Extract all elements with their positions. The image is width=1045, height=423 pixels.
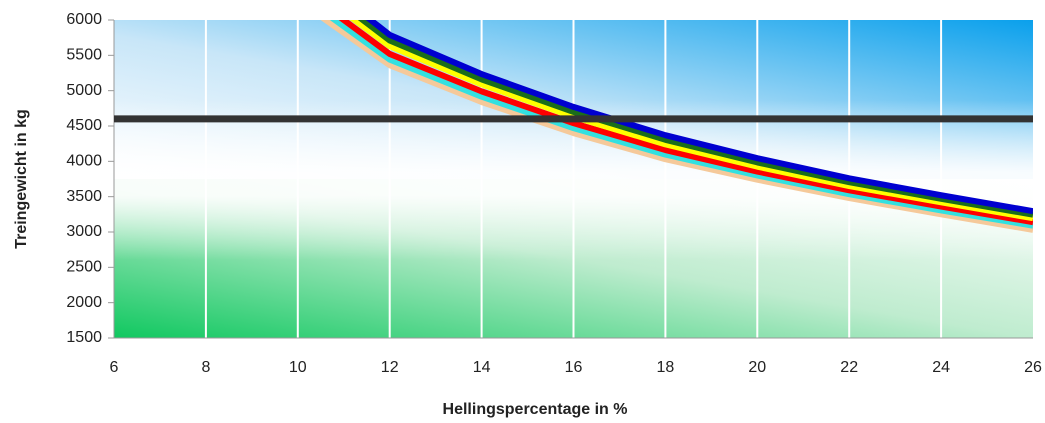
line (357, 20, 1033, 218)
x-tick-label: 6 (110, 359, 119, 376)
y-tick-label: 3000 (66, 223, 102, 240)
y-tick-label: 1500 (66, 329, 102, 346)
x-tick-label: 24 (932, 359, 950, 376)
x-tick-label: 10 (289, 359, 307, 376)
x-tick-label: 20 (748, 359, 766, 376)
x-tick-label: 26 (1024, 359, 1042, 376)
y-axis-label: Treingewicht in kg (13, 109, 30, 249)
x-tick-label: 12 (381, 359, 399, 376)
line (320, 20, 1033, 233)
x-tick-label: 8 (201, 359, 210, 376)
x-tick-label: 16 (565, 359, 583, 376)
line (349, 20, 1033, 222)
x-tick-label: 18 (657, 359, 675, 376)
line (338, 20, 1033, 226)
series-group (114, 20, 1033, 233)
line (329, 20, 1033, 229)
x-axis-label: Hellingspercentage in % (443, 401, 628, 418)
line (365, 20, 1033, 215)
y-tick-label: 5000 (66, 82, 102, 99)
x-tick-label: 14 (473, 359, 491, 376)
y-tick-label: 6000 (66, 11, 102, 28)
y-tick-label: 4000 (66, 153, 102, 170)
y-tick-label: 3500 (66, 188, 102, 205)
y-tick-label: 2500 (66, 259, 102, 276)
x-tick-label: 22 (840, 359, 858, 376)
y-tick-label: 5500 (66, 47, 102, 64)
y-tick-label: 4500 (66, 117, 102, 134)
y-tick-label: 2000 (66, 294, 102, 311)
